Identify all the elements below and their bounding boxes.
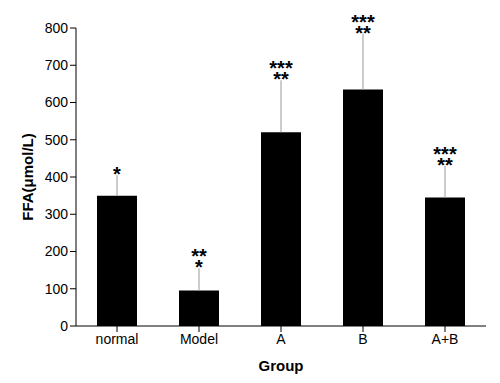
svg-text:700: 700 [45, 57, 69, 73]
svg-text:Model: Model [180, 331, 218, 347]
svg-text:B: B [358, 331, 367, 347]
svg-text:A: A [276, 331, 286, 347]
svg-text:200: 200 [45, 243, 69, 259]
svg-text:600: 600 [45, 94, 69, 110]
svg-text:500: 500 [45, 132, 69, 148]
svg-text:400: 400 [45, 169, 69, 185]
svg-text:**: ** [355, 22, 371, 44]
svg-text:**: ** [437, 154, 453, 176]
svg-text:800: 800 [45, 20, 69, 36]
svg-text:300: 300 [45, 206, 69, 222]
svg-text:normal: normal [96, 331, 139, 347]
svg-text:*: * [113, 163, 121, 185]
svg-text:100: 100 [45, 281, 69, 297]
svg-text:0: 0 [60, 318, 68, 334]
svg-text:A+B: A+B [432, 331, 459, 347]
svg-text:**: ** [273, 68, 289, 90]
svg-text:*: * [195, 256, 203, 278]
svg-text:FFA(μmol/L): FFA(μmol/L) [19, 133, 36, 221]
svg-text:Group: Group [259, 357, 304, 374]
